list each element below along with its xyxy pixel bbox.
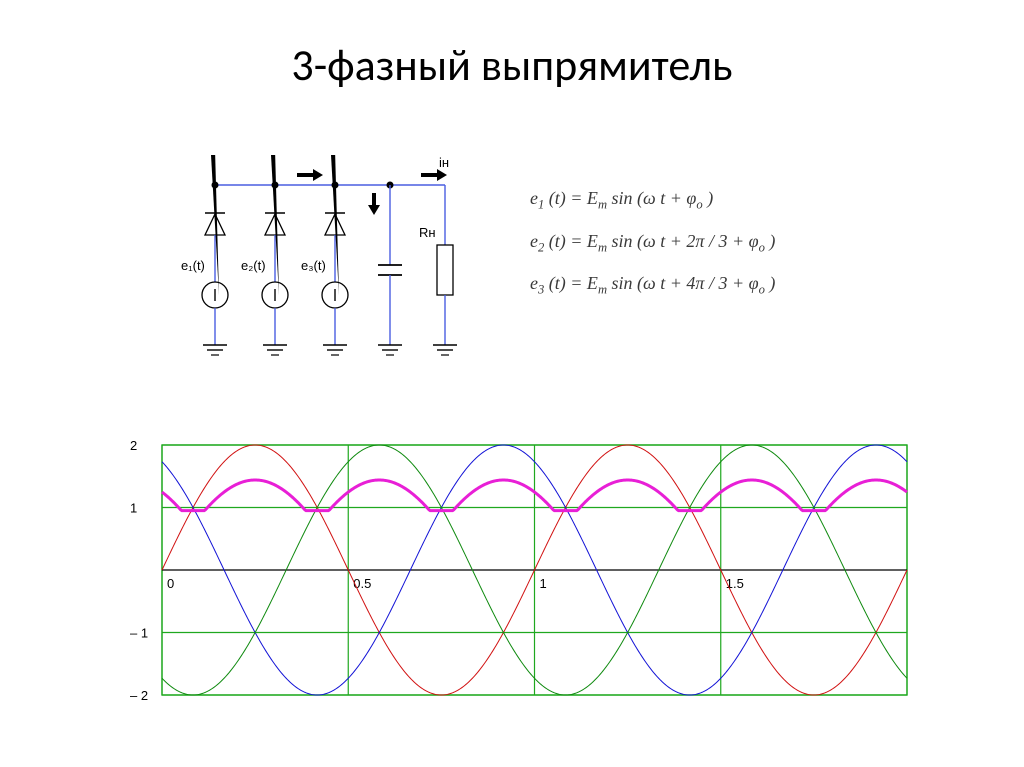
svg-text:1: 1 <box>540 576 547 591</box>
svg-text:– 2: – 2 <box>130 688 148 700</box>
equation-3: e3 (t) = Em sin (ω t + 4π / 3 + φo ) <box>530 265 775 308</box>
waveform-chart: 00.511.52– 2– 112 <box>112 440 912 700</box>
svg-text:0: 0 <box>167 576 174 591</box>
equation-2: e2 (t) = Em sin (ω t + 2π / 3 + φo ) <box>530 223 775 266</box>
svg-text:2: 2 <box>130 440 137 453</box>
slide-title: 3-фазный выпрямитель <box>0 38 1024 92</box>
svg-text:Rн: Rн <box>419 225 436 240</box>
svg-text:iн: iн <box>439 155 449 170</box>
svg-text:e₂(t): e₂(t) <box>241 258 266 273</box>
svg-text:e₃(t): e₃(t) <box>301 258 326 273</box>
circuit-diagram: iн e₁(t) e₂(t) e₃(t) Rн <box>165 155 475 375</box>
equation-1: e1 (t) = Em sin (ω t + φo ) <box>530 180 775 223</box>
slide: 3-фазный выпрямитель iн e₁(t) e₂(t) e₃(t) Rн… <box>0 0 1024 767</box>
svg-text:– 1: – 1 <box>130 626 148 641</box>
svg-text:e₁(t): e₁(t) <box>181 258 205 273</box>
svg-text:1: 1 <box>130 501 137 516</box>
equations-block: e1 (t) = Em sin (ω t + φo ) e2 (t) = Em … <box>530 180 775 308</box>
svg-text:1.5: 1.5 <box>726 576 744 591</box>
svg-text:0.5: 0.5 <box>353 576 371 591</box>
